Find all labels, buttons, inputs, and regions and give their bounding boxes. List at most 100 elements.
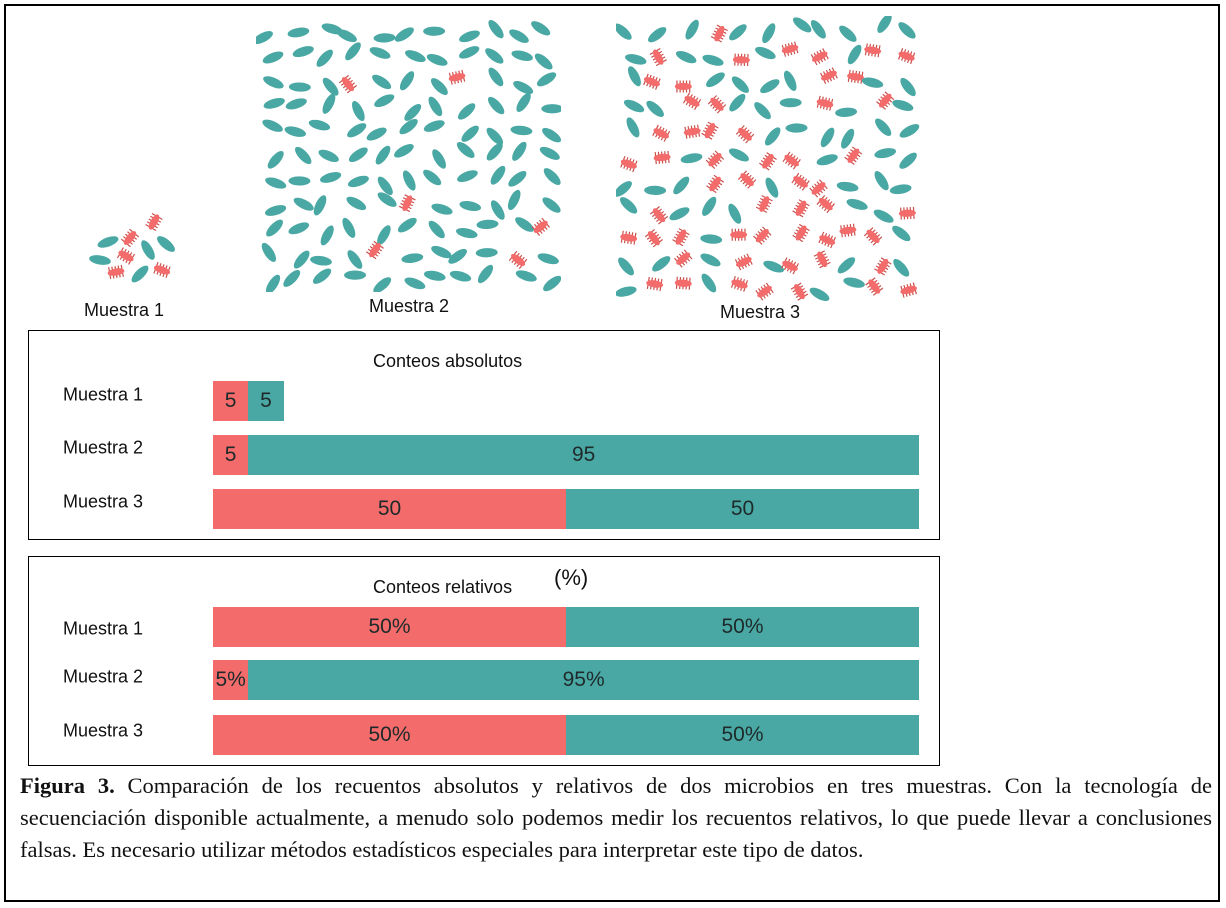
spiky-microbe-icon — [810, 48, 829, 66]
bar-row: 5 95 — [213, 435, 919, 475]
rod-microbe-icon — [373, 277, 392, 292]
rod-microbe-icon — [265, 274, 281, 292]
rod-microbe-icon — [457, 103, 476, 120]
rod-microbe-icon — [836, 181, 859, 192]
bar-row: 50 50 — [213, 489, 919, 529]
rod-microbe-icon — [513, 81, 534, 95]
rod-microbe-icon — [262, 119, 283, 132]
rod-microbe-icon — [488, 20, 504, 39]
rod-microbe-icon — [783, 70, 797, 91]
sample-2-illustration — [256, 20, 561, 292]
rod-microbe-icon — [893, 258, 910, 277]
relative-counts-title: Conteos relativos — [373, 577, 513, 597]
rod-microbe-icon — [810, 20, 826, 39]
absolute-counts-title: Conteos absolutos — [373, 351, 523, 371]
spiky-microbe-icon — [730, 276, 749, 292]
rod-microbe-icon — [619, 197, 638, 214]
rod-microbe-icon — [816, 154, 838, 166]
spiky-microbe-icon — [737, 170, 757, 189]
spiky-microbe-icon — [820, 67, 838, 84]
rod-microbe-icon — [755, 46, 776, 60]
rod-microbe-icon — [448, 248, 467, 264]
spiky-microbe-icon — [759, 152, 777, 171]
bar-segment: 5 — [213, 381, 249, 421]
rod-microbe-icon — [764, 127, 781, 146]
rod-microbe-icon — [728, 148, 749, 162]
rod-microbe-icon — [874, 171, 889, 191]
rod-microbe-icon — [508, 171, 527, 187]
spiky-microbe-icon — [755, 195, 773, 213]
spiky-microbe-icon — [753, 226, 772, 245]
rod-microbe-icon — [873, 209, 894, 223]
rod-microbe-icon — [648, 27, 667, 43]
rod-microbe-icon — [511, 50, 533, 61]
rod-microbe-icon — [898, 22, 916, 39]
bar-segment: 50 — [213, 489, 566, 529]
rod-microbe-icon — [318, 149, 339, 163]
rod-microbe-icon — [312, 268, 332, 284]
rod-microbe-icon — [405, 50, 426, 63]
rod-microbe-icon — [394, 27, 414, 42]
rod-microbe-icon — [377, 192, 397, 207]
rod-microbe-icon — [543, 168, 561, 185]
row-label: Muestra 3 — [63, 491, 144, 512]
rod-microbe-icon — [616, 286, 637, 297]
rod-microbe-icon — [288, 176, 311, 186]
bar-segment: 50% — [566, 607, 919, 647]
spiky-microbe-icon — [865, 277, 884, 296]
rod-microbe-icon — [700, 234, 723, 244]
rod-microbe-icon — [512, 141, 527, 161]
rod-microbe-icon — [731, 76, 749, 93]
rod-microbe-icon — [428, 96, 443, 117]
rod-microbe-icon — [401, 253, 424, 263]
spiky-microbe-icon — [897, 48, 916, 65]
spiky-microbe-icon — [707, 95, 727, 114]
rod-microbe-icon — [263, 97, 285, 109]
rod-microbe-icon — [875, 118, 892, 136]
spiky-microbe-icon — [790, 282, 809, 301]
rod-microbe-icon — [346, 196, 367, 211]
caption-text: Comparación de los recuentos absolutos y… — [20, 773, 1212, 862]
rod-microbe-icon — [889, 184, 912, 195]
rod-microbe-icon — [256, 31, 273, 45]
spiky-microbe-icon — [674, 276, 692, 290]
rod-microbe-icon — [459, 46, 480, 59]
spiky-microbe-icon — [792, 223, 810, 243]
rod-microbe-icon — [264, 205, 287, 216]
rod-microbe-icon — [157, 236, 175, 252]
rod-microbe-icon — [763, 260, 785, 273]
figure-caption: Figura 3. Comparación de los recuentos a… — [20, 770, 1212, 866]
rod-microbe-icon — [262, 51, 284, 64]
sample-3-label: Muestra 3 — [720, 302, 801, 322]
spiky-microbe-icon — [120, 228, 140, 248]
rod-microbe-icon — [700, 253, 721, 267]
rod-microbe-icon — [675, 50, 697, 64]
rod-microbe-icon — [374, 94, 395, 108]
rod-microbe-icon — [348, 147, 368, 163]
figure-frame: Muestra 1 Muestra 2 Muestra 3 Conteos ab… — [4, 4, 1220, 902]
spiky-microbe-icon — [649, 48, 667, 67]
rod-microbe-icon — [877, 16, 892, 33]
rod-microbe-icon — [476, 219, 499, 230]
rod-microbe-icon — [423, 270, 446, 281]
spiky-microbe-icon — [706, 174, 725, 194]
spiky-microbe-icon — [839, 223, 857, 238]
rod-microbe-icon — [97, 236, 119, 248]
rod-microbe-icon — [616, 23, 632, 40]
spiky-microbe-icon — [672, 228, 690, 247]
rod-microbe-icon — [729, 93, 746, 112]
spiky-microbe-icon — [701, 121, 719, 140]
rod-microbe-icon — [459, 30, 480, 43]
rod-microbe-icon — [646, 100, 664, 117]
spiky-microbe-icon — [792, 199, 810, 218]
bar-segment: 5 — [213, 435, 249, 475]
rod-microbe-icon — [541, 104, 561, 114]
rod-microbe-icon — [372, 74, 392, 90]
rod-microbe-icon — [394, 144, 414, 158]
bar-segment: 50% — [213, 607, 566, 647]
rod-microbe-icon — [536, 72, 557, 87]
row-label: Muestra 2 — [63, 666, 144, 687]
rod-microbe-icon — [792, 17, 812, 33]
spiky-microbe-icon — [898, 206, 916, 220]
